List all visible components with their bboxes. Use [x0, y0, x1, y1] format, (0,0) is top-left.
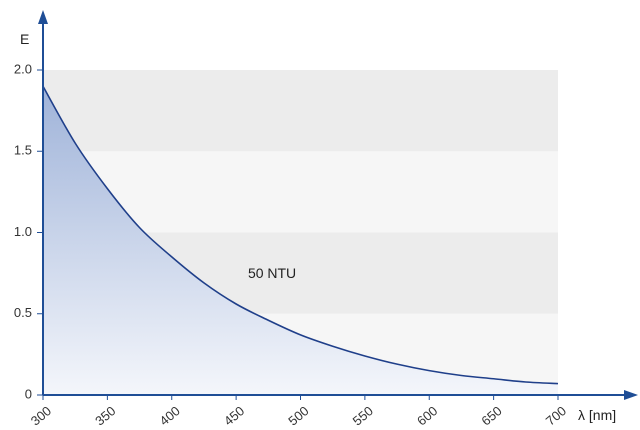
x-tick-label: 700: [543, 403, 569, 428]
x-tick-label: 350: [92, 403, 118, 428]
x-tick-label: 450: [221, 403, 247, 428]
background-bands: [43, 70, 558, 395]
x-tick-label: 500: [285, 403, 311, 428]
y-axis-arrow-icon: [38, 10, 48, 24]
x-tick-label: 300: [28, 403, 54, 428]
y-tick-label: 0.5: [14, 305, 32, 320]
x-tick-label: 650: [478, 403, 504, 428]
area-fill: [43, 86, 558, 395]
y-axis-title: E: [20, 31, 29, 47]
curve-annotation: 50 NTU: [248, 265, 296, 281]
y-tick-label: 1.5: [14, 143, 32, 158]
y-tick-label: 0: [25, 386, 32, 401]
series-line: [42, 85, 559, 385]
x-axis-ticks: 300 350 400 450 500 550 600 650 700: [28, 395, 569, 429]
y-tick-label: 1.0: [14, 224, 32, 239]
x-tick-label: 600: [414, 403, 440, 428]
x-tick-label: 400: [157, 403, 183, 428]
x-axis-title: λ [nm]: [578, 407, 616, 423]
y-tick-label: 2.0: [14, 61, 32, 76]
background-band: [43, 70, 558, 152]
x-axis-arrow-icon: [624, 390, 638, 400]
x-tick-label: 550: [350, 403, 376, 428]
y-axis-ticks: 0 0.5 1.0 1.5 2.0: [14, 61, 43, 401]
